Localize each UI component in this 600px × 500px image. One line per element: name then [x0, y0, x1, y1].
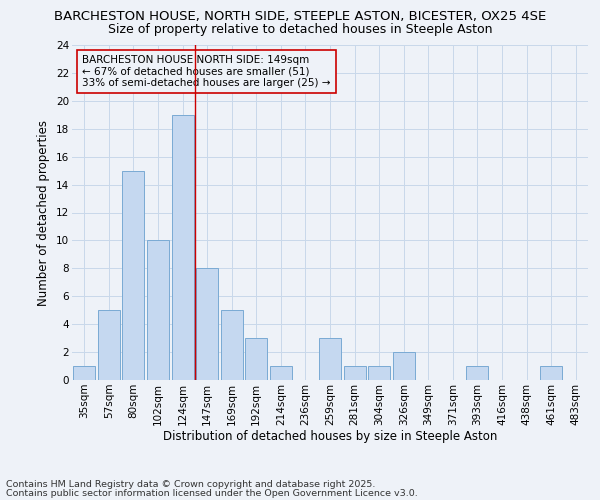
Text: Size of property relative to detached houses in Steeple Aston: Size of property relative to detached ho…	[108, 22, 492, 36]
Text: Contains public sector information licensed under the Open Government Licence v3: Contains public sector information licen…	[6, 488, 418, 498]
Bar	[221, 310, 243, 380]
Bar	[392, 352, 415, 380]
Text: BARCHESTON HOUSE NORTH SIDE: 149sqm
← 67% of detached houses are smaller (51)
33: BARCHESTON HOUSE NORTH SIDE: 149sqm ← 67…	[82, 55, 331, 88]
Text: Contains HM Land Registry data © Crown copyright and database right 2025.: Contains HM Land Registry data © Crown c…	[6, 480, 376, 489]
Bar	[466, 366, 488, 380]
Bar	[172, 115, 194, 380]
Bar	[73, 366, 95, 380]
Text: BARCHESTON HOUSE, NORTH SIDE, STEEPLE ASTON, BICESTER, OX25 4SE: BARCHESTON HOUSE, NORTH SIDE, STEEPLE AS…	[54, 10, 546, 23]
Bar	[98, 310, 120, 380]
Bar	[196, 268, 218, 380]
Bar	[368, 366, 390, 380]
Bar	[122, 170, 145, 380]
Bar	[245, 338, 268, 380]
Bar	[270, 366, 292, 380]
Bar	[319, 338, 341, 380]
Y-axis label: Number of detached properties: Number of detached properties	[37, 120, 50, 306]
X-axis label: Distribution of detached houses by size in Steeple Aston: Distribution of detached houses by size …	[163, 430, 497, 444]
Bar	[344, 366, 365, 380]
Bar	[147, 240, 169, 380]
Bar	[540, 366, 562, 380]
